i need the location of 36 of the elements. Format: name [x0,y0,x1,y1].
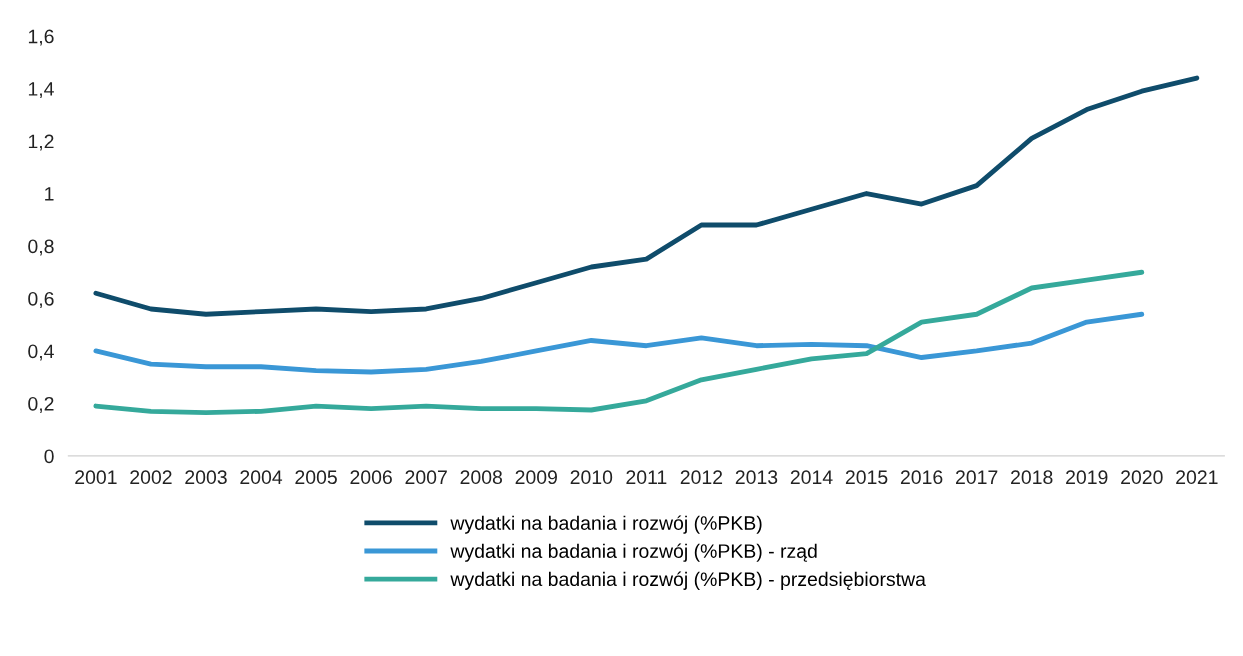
x-tick-label: 2009 [515,470,557,485]
x-tick-label: 2013 [735,470,778,485]
x-tick-label: 2021 [1176,470,1218,485]
legend-label: wydatki na badania i rozwój (%PKB) - przedsiębiorstwa [450,571,926,590]
x-tick-label: 2017 [956,470,998,485]
legend-label: wydatki na badania i rozwój (%PKB) [450,515,762,534]
x-tick-label: 2019 [1066,470,1108,485]
line-series [93,311,1145,375]
legend-label: wydatki na badania i rozwój (%PKB) - rząd [450,543,817,562]
line-series [93,75,1200,317]
x-tick-label: 2010 [570,470,613,485]
x-tick-label: 2003 [185,470,227,485]
x-tick-label: 2002 [130,470,172,485]
x-tick-label: 2008 [460,470,502,485]
x-tick-label: 2011 [626,470,667,485]
x-tick-label: 2006 [350,470,392,485]
x-tick-label: 2016 [900,470,943,485]
y-tick-label: 0,4 [28,344,54,361]
line-series [93,269,1145,416]
y-tick-label: 1,4 [28,82,54,99]
y-tick-label: 0 [44,449,54,464]
y-tick-label: 1,6 [28,29,54,46]
x-tick-label: 2018 [1011,470,1053,485]
x-tick-label: 2015 [845,470,888,485]
x-tick-label: 2001 [75,470,117,485]
y-tick-label: 1 [45,187,54,201]
x-tick-label: 2007 [405,470,447,485]
y-tick-label: 0,2 [28,396,54,413]
x-tick-label: 2012 [680,470,723,485]
y-tick-label: 1,2 [28,134,54,151]
x-tick-label: 2004 [240,470,283,485]
y-tick-label: 0,8 [28,239,54,256]
x-tick-label: 2005 [295,470,337,485]
x-tick-label: 2020 [1121,470,1163,485]
y-tick-label: 0,6 [28,291,54,309]
x-tick-label: 2014 [790,470,833,485]
